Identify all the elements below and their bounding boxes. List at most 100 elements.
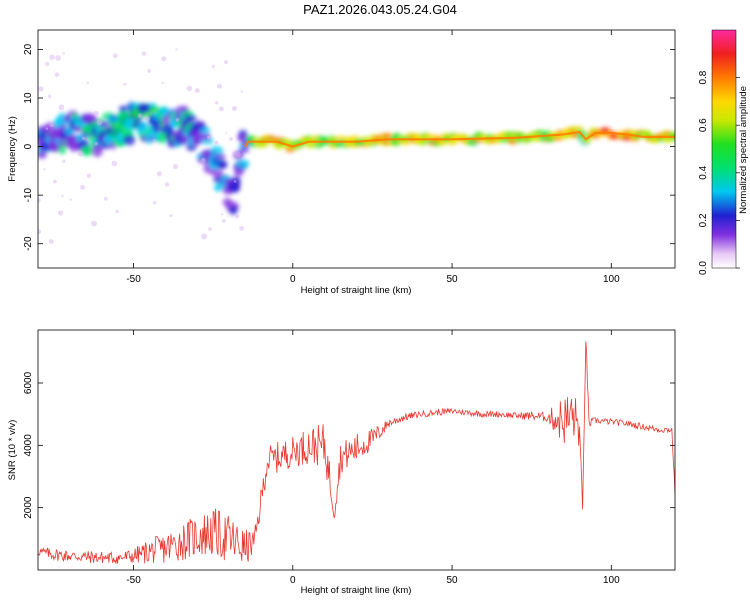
spectrogram-speckle [58,104,65,111]
spectrogram-speckle [45,61,50,67]
spectrogram-x-label: Height of straight line (km) [301,285,412,296]
spectrogram-speckle [200,157,206,163]
spectrogram-cell [91,145,103,157]
spectrogram-cell [118,105,128,113]
spectrogram-cell [235,159,250,169]
spectrogram-plot-area [38,30,675,268]
colorbar-gradient [711,29,737,269]
spectrogram-speckle [194,88,200,94]
x-tick-label: 100 [603,274,620,285]
spectrogram-cell [239,146,250,153]
spectrogram-cell [211,169,224,178]
spectrogram-speckle [161,56,167,62]
spectrogram-cell [38,151,47,159]
colorbar-tick-label: 0.2 [698,213,709,227]
spectrogram-speckle [93,110,99,116]
x-tick-label: 0 [290,575,296,586]
spectrogram-speckle [235,152,241,158]
spectrogram-speckle [169,214,173,218]
y-tick-label: 4000 [23,434,34,457]
spectrogram-speckle [62,159,66,163]
colorbar-tick-label: 0.6 [698,118,709,132]
spectrogram-speckle [137,113,143,118]
spectrogram-speckle [55,55,61,61]
spectrogram-speckle [207,135,211,140]
spectrogram-speckle [141,51,147,56]
x-tick-label: 50 [446,575,458,586]
spectrogram-cell [216,160,228,170]
spectrogram-cell [214,153,226,161]
spectrogram-cell [232,176,241,186]
spectrogram-x-ticks: -50 0 50 100 [126,30,620,285]
snr-y-ticks: 2000 4000 6000 [23,371,675,519]
spectrogram-cell [401,139,412,146]
snr-x-ticks: -50 0 50 100 [126,330,620,586]
y-tick-label: 10 [23,92,34,104]
spectrogram-speckle [175,118,180,122]
spectrogram-marks [38,48,675,244]
spectrogram-speckle [48,239,54,244]
spectrogram-cell [237,134,247,142]
spectrogram-cell [259,141,270,148]
spectrogram-cell [184,114,197,122]
spectrogram-speckle [144,116,150,122]
spectrogram-speckle [221,219,226,223]
spectrogram-speckle [111,160,118,167]
spectrogram-speckle [211,64,215,69]
spectrogram-speckle [224,60,228,65]
x-tick-label: 50 [446,274,458,285]
colorbar-ticks: 0.0 0.2 0.4 0.6 0.8 [698,70,740,275]
spectrogram-speckle [164,182,170,187]
spectrogram-speckle [240,90,243,93]
spectrogram-speckle [221,213,224,216]
spectrogram-cell [581,138,592,145]
spectrogram-speckle [152,139,156,142]
snr-frame [37,329,676,571]
spectrogram-speckle [217,83,222,89]
y-tick-label: 20 [23,43,34,55]
spectrogram-speckle [86,81,89,85]
spectrogram-cell [233,169,244,177]
x-tick-label: -50 [126,575,141,586]
spectrogram-speckle [38,229,42,235]
spectrogram-speckle [175,48,178,51]
spectrogram-cell [69,141,78,152]
spectrogram-frame [37,29,676,269]
spectrogram-speckle [123,82,127,86]
spectrogram-ridge-core [244,130,675,148]
spectrogram-speckle [38,86,44,92]
spectrogram-speckle [77,150,84,157]
spectrogram-speckle [172,163,179,170]
snr-panel: -50 0 50 100 2000 4000 6000 Height of straigh… [7,329,676,596]
y-tick-label: -10 [23,187,34,202]
spectrogram-speckle [61,194,64,198]
spectrogram-speckle [201,233,208,240]
spectrogram-cell [192,138,202,145]
x-tick-label: 100 [603,575,620,586]
spectrogram-speckle [96,119,103,126]
spectrogram-cell [106,116,120,123]
spectrogram-cell [416,139,427,146]
spectrogram-speckle [91,220,97,227]
spectrogram-speckle [208,227,212,231]
spectrogram-cell [80,146,94,157]
spectrogram-speckle [153,201,157,205]
spectrogram-speckle [225,132,228,135]
spectrogram-cell [228,205,238,215]
spectrogram-speckle [53,179,57,184]
snr-y-label: SNR (10 * v/v) [7,420,18,481]
colorbar-tick-label: 0.0 [698,261,709,275]
spectrogram-speckle [54,72,60,77]
spectrogram-speckle [229,137,233,141]
snr-x-label: Height of straight line (km) [301,585,412,596]
spectrogram-speckle [58,210,64,216]
spectrogram-speckle [234,213,240,219]
x-tick-label: -50 [126,274,141,285]
spectrogram-cell [123,134,136,146]
colorbar-tick-label: 0.8 [698,70,709,84]
spectrogram-speckle [62,52,65,55]
colorbar-label: Normalized spectral amplitude [738,86,749,214]
y-tick-label: -20 [23,236,34,251]
spectrogram-speckle [86,173,92,178]
